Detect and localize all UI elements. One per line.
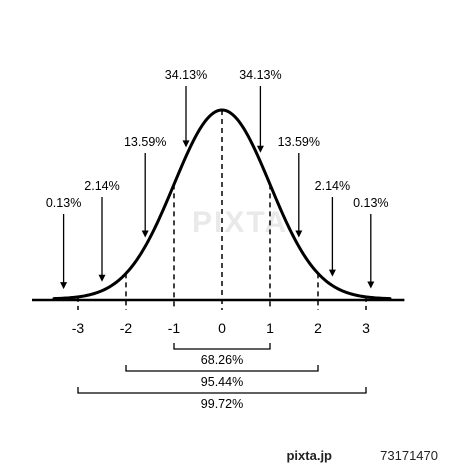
- watermark: PIXTA: [192, 206, 288, 239]
- segment-label: 13.59%: [124, 135, 166, 149]
- range-label: 99.72%: [201, 397, 243, 411]
- footer-image-id: 73171470: [380, 448, 438, 463]
- range-brackets: 68.26% 95.44% 99.72%: [77, 343, 367, 411]
- x-tick-label: 1: [266, 320, 274, 336]
- x-tick-label: 2: [314, 320, 322, 336]
- segment-arrow-head: [295, 230, 303, 238]
- segment-arrow-head: [141, 230, 149, 238]
- range-label: 95.44%: [201, 375, 243, 389]
- x-tick-label: -1: [168, 320, 181, 336]
- footer-brand: pixta.jp: [286, 448, 332, 463]
- sd-guide-lines: [77, 110, 367, 310]
- segment-arrows: [60, 86, 375, 290]
- segment-label: 2.14%: [315, 179, 350, 193]
- range-bracket: [125, 365, 319, 372]
- segment-label: 34.13%: [239, 68, 281, 82]
- segment-label: 0.13%: [46, 196, 81, 210]
- range-bracket: [77, 387, 367, 394]
- segment-labels: 0.13%2.14%13.59%34.13% 34.13%13.59%2.14%0…: [46, 68, 389, 210]
- segment-arrow-head: [182, 140, 190, 148]
- segment-arrow-head: [367, 281, 375, 289]
- segment-label: 13.59%: [278, 135, 320, 149]
- segment-arrow-head: [328, 269, 336, 277]
- bell-curve: [52, 108, 392, 301]
- x-tick-labels: -3 -2 -1 0 1 2 3: [72, 320, 370, 336]
- x-tick-label: 3: [362, 320, 370, 336]
- x-tick-label: -3: [72, 320, 85, 336]
- range-label: 68.26%: [201, 353, 243, 367]
- segment-arrow-head: [98, 274, 106, 282]
- segment-label: 2.14%: [84, 179, 119, 193]
- x-tick-label: 0: [218, 320, 226, 336]
- footer-bar: pixta.jp 73171470: [0, 443, 450, 469]
- x-tick-label: -2: [120, 320, 133, 336]
- segment-label: 0.13%: [353, 196, 388, 210]
- range-bracket: [173, 343, 271, 350]
- segment-label: 34.13%: [165, 68, 207, 82]
- segment-arrow-head: [60, 282, 68, 290]
- segment-arrow-head: [256, 145, 264, 153]
